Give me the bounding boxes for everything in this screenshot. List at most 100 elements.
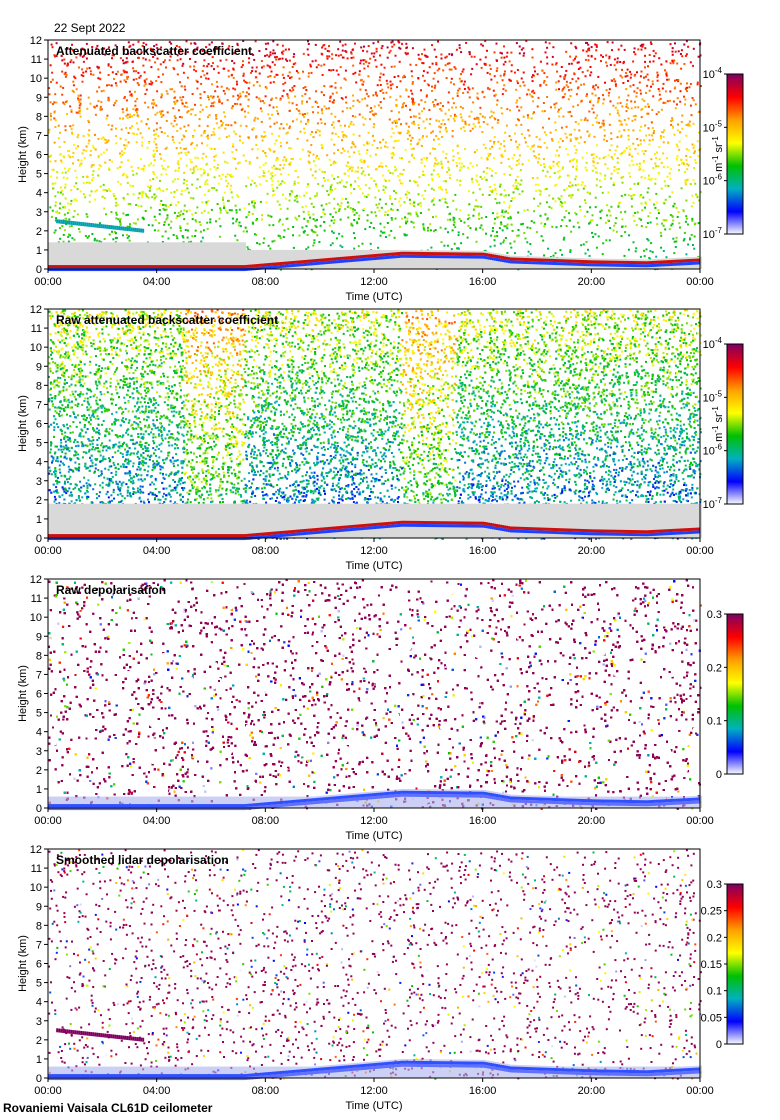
colorbar: 10-7 10-6 10-5 10-4 m-1 sr-1: [703, 66, 744, 241]
x-tick-label: 12:00: [360, 276, 388, 288]
y-tick-label: 1: [36, 784, 42, 796]
x-axis-label: Time (UTC): [345, 291, 402, 303]
y-tick-label: 2: [36, 226, 42, 238]
y-tick-label: 9: [36, 901, 42, 913]
colorbar-tick-label: 0.05: [701, 1012, 722, 1024]
x-axis-label: Time (UTC): [345, 560, 402, 572]
x-tick-label: 08:00: [252, 276, 280, 288]
y-tick-label: 0: [36, 803, 42, 815]
cloud-layer: [48, 790, 700, 811]
colorbar-tick-label: 0.25: [701, 906, 722, 918]
y-tick-label: 1: [36, 514, 42, 526]
y-axis-label: Height (km): [17, 935, 29, 992]
cloud-layer: [48, 520, 700, 541]
x-axis-label: Time (UTC): [345, 830, 402, 842]
x-tick-label: 12:00: [360, 815, 388, 827]
colorbar-tick-label: 10-7: [703, 496, 723, 511]
colorbar: 0 0.1 0.2 0.3: [707, 609, 744, 781]
y-tick-label: 10: [30, 342, 42, 354]
y-tick-label: 12: [30, 35, 42, 47]
cloud-layer: [48, 1028, 700, 1081]
y-tick-label: 6: [36, 959, 42, 971]
panel-title: Attenuated backscatter coefficient: [56, 44, 252, 58]
y-tick-label: 7: [36, 130, 42, 142]
y-tick-label: 0: [36, 1073, 42, 1085]
colorbar-tick-label: 0.15: [701, 959, 722, 971]
y-tick-label: 10: [30, 73, 42, 85]
y-tick-label: 12: [30, 574, 42, 586]
y-tick-label: 5: [36, 978, 42, 990]
x-tick-label: 16:00: [469, 545, 497, 557]
x-tick-label: 08:00: [252, 1085, 280, 1097]
y-tick-label: 5: [36, 708, 42, 720]
y-tick-label: 6: [36, 689, 42, 701]
y-tick-label: 5: [36, 438, 42, 450]
y-tick-label: 7: [36, 399, 42, 411]
colorbar: 10-7 10-6 10-5 10-4 m-1 sr-1: [703, 336, 744, 511]
colorbar-tick-label: 0.2: [707, 662, 722, 674]
colorbar-unit: m-1 sr-1: [711, 406, 725, 442]
colorbar-unit: m-1 sr-1: [711, 136, 725, 172]
plot-area: [48, 579, 700, 808]
y-tick-label: 8: [36, 920, 42, 932]
plot-area: [48, 40, 700, 269]
panel-title: Raw depolarisation: [56, 583, 166, 597]
y-tick-label: 8: [36, 380, 42, 392]
colorbar-tick-label: 0.3: [707, 879, 722, 891]
y-tick-label: 1: [36, 1054, 42, 1066]
y-tick-label: 3: [36, 476, 42, 488]
colorbar-tick-label: 0.1: [707, 986, 722, 998]
x-axis-label: Time (UTC): [345, 1100, 402, 1112]
date-label: 22 Sept 2022: [54, 21, 125, 35]
y-tick-label: 9: [36, 631, 42, 643]
x-tick-label: 00:00: [34, 276, 62, 288]
colorbar-tick-label: 0.1: [707, 716, 722, 728]
x-tick-label: 00:00: [686, 1085, 714, 1097]
y-tick-label: 8: [36, 650, 42, 662]
colorbar-frame: [726, 343, 744, 505]
y-tick-label: 4: [36, 457, 42, 469]
colorbar-tick-label: 10-5: [703, 389, 723, 404]
plot-area: [48, 849, 700, 1078]
colorbar-tick-label: 0.2: [707, 932, 722, 944]
heatmap-cells: [48, 40, 702, 271]
x-tick-label: 08:00: [252, 815, 280, 827]
x-tick-label: 08:00: [252, 545, 280, 557]
y-tick-label: 7: [36, 939, 42, 951]
y-tick-label: 9: [36, 361, 42, 373]
x-tick-label: 00:00: [34, 545, 62, 557]
x-tick-label: 20:00: [578, 1085, 606, 1097]
heatmap-cells: [48, 579, 702, 810]
x-tick-label: 12:00: [360, 1085, 388, 1097]
y-tick-label: 8: [36, 111, 42, 123]
y-tick-label: 9: [36, 92, 42, 104]
y-tick-label: 6: [36, 150, 42, 162]
y-tick-label: 3: [36, 1016, 42, 1028]
y-tick-label: 10: [30, 882, 42, 894]
y-tick-label: 7: [36, 669, 42, 681]
y-tick-label: 3: [36, 207, 42, 219]
y-axis-label: Height (km): [17, 395, 29, 452]
instrument-footer: Rovaniemi Vaisala CL61D ceilometer: [3, 1101, 212, 1115]
y-tick-label: 4: [36, 997, 42, 1009]
colorbar-tick-label: 0: [716, 1039, 722, 1051]
colorbar-frame: [726, 613, 744, 775]
x-tick-label: 20:00: [578, 276, 606, 288]
colorbar-tick-label: 0: [716, 769, 722, 781]
x-tick-label: 00:00: [686, 815, 714, 827]
x-tick-label: 04:00: [143, 1085, 171, 1097]
colorbar-tick-label: 10-6: [703, 443, 723, 458]
y-tick-label: 0: [36, 264, 42, 276]
panel-title: Raw attenuated backscatter coefficient: [56, 313, 278, 327]
y-tick-label: 12: [30, 304, 42, 316]
y-tick-label: 5: [36, 169, 42, 181]
colorbar-frame: [726, 73, 744, 235]
x-tick-label: 04:00: [143, 545, 171, 557]
y-tick-label: 11: [31, 863, 42, 875]
x-tick-label: 20:00: [578, 815, 606, 827]
colorbar-tick-label: 10-7: [703, 226, 723, 241]
